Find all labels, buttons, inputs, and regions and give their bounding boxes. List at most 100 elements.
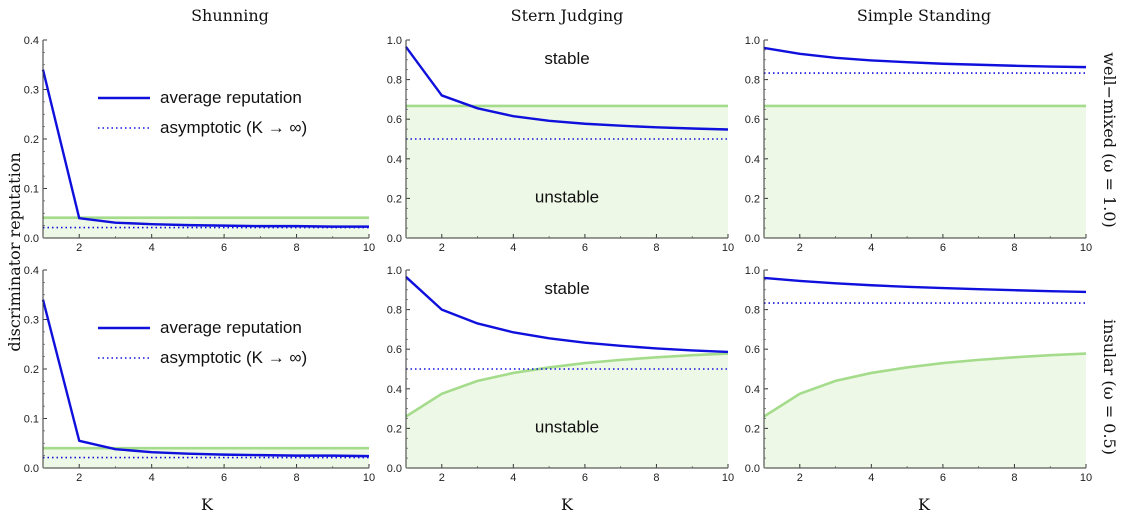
unstable-label: unstable [535,187,599,206]
y-tick-label: 0.4 [387,154,402,166]
x-tick-label: 10 [1080,472,1092,484]
y-tick-label: 0.2 [387,193,402,205]
legend-average-label: average reputation [160,88,302,107]
y-tick-label: 0.2 [745,193,760,205]
x-tick-label: 2 [76,472,82,484]
x-tick-label: 6 [582,242,588,254]
x-tick-label: 6 [582,472,588,484]
unstable-region-fill [764,105,1086,239]
x-tick-label: 4 [868,472,874,484]
y-tick-label: 0.1 [24,414,39,426]
y-tick-label: 0.6 [745,114,760,126]
column-title-shunning: Shunning [191,6,269,25]
x-tick-label: 6 [221,472,227,484]
y-tick-label: 0.3 [24,85,39,97]
x-tick-label: 2 [439,242,445,254]
x-tick-label: 2 [797,472,803,484]
stable-label: stable [544,49,589,68]
y-tick-label: 0.0 [387,463,402,475]
y-tick-label: 0.6 [387,114,402,126]
y-tick-label: 1.0 [745,35,760,47]
x-axis-label-shunning: K [201,495,214,514]
x-tick-label: 4 [149,472,155,484]
panels: 0.0 0.1 0.2 0.3 0.4 2 4 6 8 10 average reputation a… [24,35,1092,484]
stable-label: stable [544,279,589,298]
y-tick-label: 0.0 [24,233,39,245]
y-tick-label: 0.2 [24,134,39,146]
y-tick-label: 0.2 [745,423,760,435]
panel-stern-judging-well-mixed: 0.0 0.2 0.4 0.6 0.8 1.0 2 4 6 8 10 stable unstable [387,35,734,254]
y-tick-label: 1.0 [745,265,760,277]
x-axis-label-simple-standing: K [918,495,931,514]
x-tick-label: 10 [363,242,375,254]
x-tick-label: 2 [439,472,445,484]
column-title-stern-judging: Stern Judging [511,6,624,25]
y-tick-label: 0.8 [387,305,402,317]
x-tick-label: 4 [510,472,516,484]
y-tick-label: 0.8 [387,75,402,87]
threshold-line [763,352,1087,418]
average-reputation-line [763,276,1087,294]
y-tick-label: 0.0 [745,233,760,245]
x-tick-label: 2 [76,242,82,254]
x-tick-label: 10 [722,472,734,484]
y-tick-label: 0.0 [387,233,402,245]
legend-asymptotic-label: asymptotic (K → ∞) [160,348,307,367]
average-reputation-line [763,46,1087,69]
y-tick-label: 0.8 [745,305,760,317]
y-tick-label: 0.3 [24,315,39,327]
y-tick-label: 0.4 [24,35,39,47]
panel-shunning-insular: 0.0 0.1 0.2 0.3 0.4 2 4 6 8 10 average reputation a… [24,265,375,484]
y-tick-label: 0.8 [745,75,760,87]
y-tick-label: 0.6 [745,344,760,356]
x-tick-label: 4 [510,242,516,254]
panel-simple-standing-insular: 0.0 0.2 0.4 0.6 0.8 1.0 2 4 6 8 10 [745,265,1092,484]
x-tick-label: 8 [293,472,299,484]
x-tick-label: 6 [221,242,227,254]
y-tick-label: 1.0 [387,35,402,47]
x-tick-label: 8 [1011,242,1017,254]
y-tick-label: 0.1 [24,184,39,196]
y-tick-label: 0.0 [745,463,760,475]
x-tick-label: 8 [653,472,659,484]
unstable-region-fill [764,353,1086,468]
panel-stern-judging-insular: 0.0 0.2 0.4 0.6 0.8 1.0 2 4 6 8 10 stable unstable [387,265,734,484]
x-tick-label: 8 [293,242,299,254]
y-tick-label: 0.4 [24,265,39,277]
y-tick-label: 0.2 [387,423,402,435]
column-title-simple-standing: Simple Standing [857,6,991,25]
unstable-region-fill [406,105,728,239]
y-tick-label: 0.2 [24,364,39,376]
y-tick-label: 0.4 [387,384,402,396]
x-axis-label-stern-judging: K [561,495,574,514]
average-reputation-line [41,69,369,228]
row-label-well-mixed: well−mixed (ω = 1.0) [1100,52,1119,227]
average-reputation-line [405,276,729,354]
panel-shunning-well-mixed: 0.0 0.1 0.2 0.3 0.4 2 4 6 8 10 average reputation a… [24,35,375,254]
x-tick-label: 8 [653,242,659,254]
x-tick-label: 4 [149,242,155,254]
x-tick-label: 10 [1080,242,1092,254]
y-axis-label: discriminator reputation [5,152,24,351]
legend-average-label: average reputation [160,318,302,337]
y-tick-label: 1.0 [387,265,402,277]
x-tick-label: 2 [797,242,803,254]
average-reputation-line [405,46,729,131]
y-tick-label: 0.6 [387,344,402,356]
x-tick-label: 10 [363,472,375,484]
unstable-label: unstable [535,417,599,436]
x-tick-label: 10 [722,242,734,254]
x-tick-label: 4 [868,242,874,254]
unstable-region-fill [406,353,728,468]
x-tick-label: 6 [940,472,946,484]
legend-asymptotic-label: asymptotic (K → ∞) [160,118,307,137]
average-reputation-line [41,299,370,458]
row-label-insular: insular (ω = 0.5) [1100,319,1119,455]
y-tick-label: 0.4 [745,154,760,166]
y-tick-label: 0.0 [24,463,39,475]
x-tick-label: 8 [1011,472,1017,484]
y-tick-label: 0.4 [745,384,760,396]
x-tick-label: 6 [940,242,946,254]
threshold-line [405,352,729,418]
